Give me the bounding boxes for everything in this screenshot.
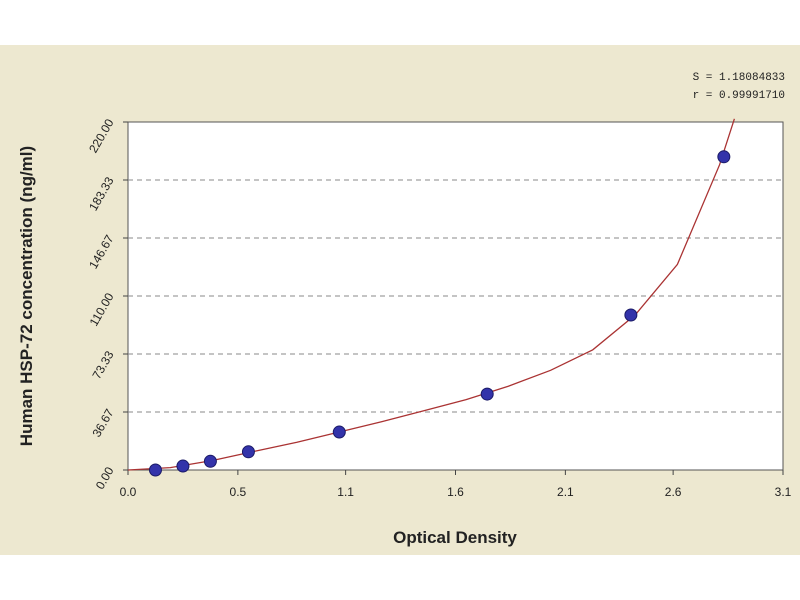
data-point bbox=[241, 445, 255, 459]
x-tick-label: 2.6 bbox=[665, 485, 682, 499]
x-tick-label: 1.6 bbox=[447, 485, 464, 499]
data-point bbox=[203, 454, 217, 468]
fit-statistic: S = 1.18084833 bbox=[693, 72, 785, 84]
y-tick-label: 146.67 bbox=[86, 232, 117, 271]
y-tick-label: 0.00 bbox=[93, 464, 117, 492]
data-point bbox=[480, 387, 494, 401]
x-tick-label: 2.1 bbox=[557, 485, 574, 499]
x-tick-label: 0.0 bbox=[120, 485, 137, 499]
x-tick-label: 3.1 bbox=[775, 485, 792, 499]
y-axis-title: Human HSP-72 concentration (ng/ml) bbox=[17, 146, 36, 446]
data-point bbox=[148, 463, 162, 477]
y-tick-label: 73.33 bbox=[89, 348, 116, 381]
y-tick-label: 183.33 bbox=[86, 174, 117, 213]
data-point bbox=[176, 459, 190, 473]
x-tick-label: 1.1 bbox=[337, 485, 354, 499]
x-axis-title: Optical Density bbox=[393, 528, 517, 547]
data-point bbox=[717, 150, 731, 164]
fit-statistic: r = 0.99991710 bbox=[693, 90, 785, 102]
y-tick-label: 110.00 bbox=[87, 290, 117, 328]
fitted-curve-line bbox=[127, 118, 736, 471]
y-tick-label: 36.67 bbox=[89, 406, 116, 439]
y-tick-label: 220.00 bbox=[86, 116, 117, 155]
data-point bbox=[332, 425, 346, 439]
data-point bbox=[624, 308, 638, 322]
x-tick-label: 0.5 bbox=[230, 485, 247, 499]
